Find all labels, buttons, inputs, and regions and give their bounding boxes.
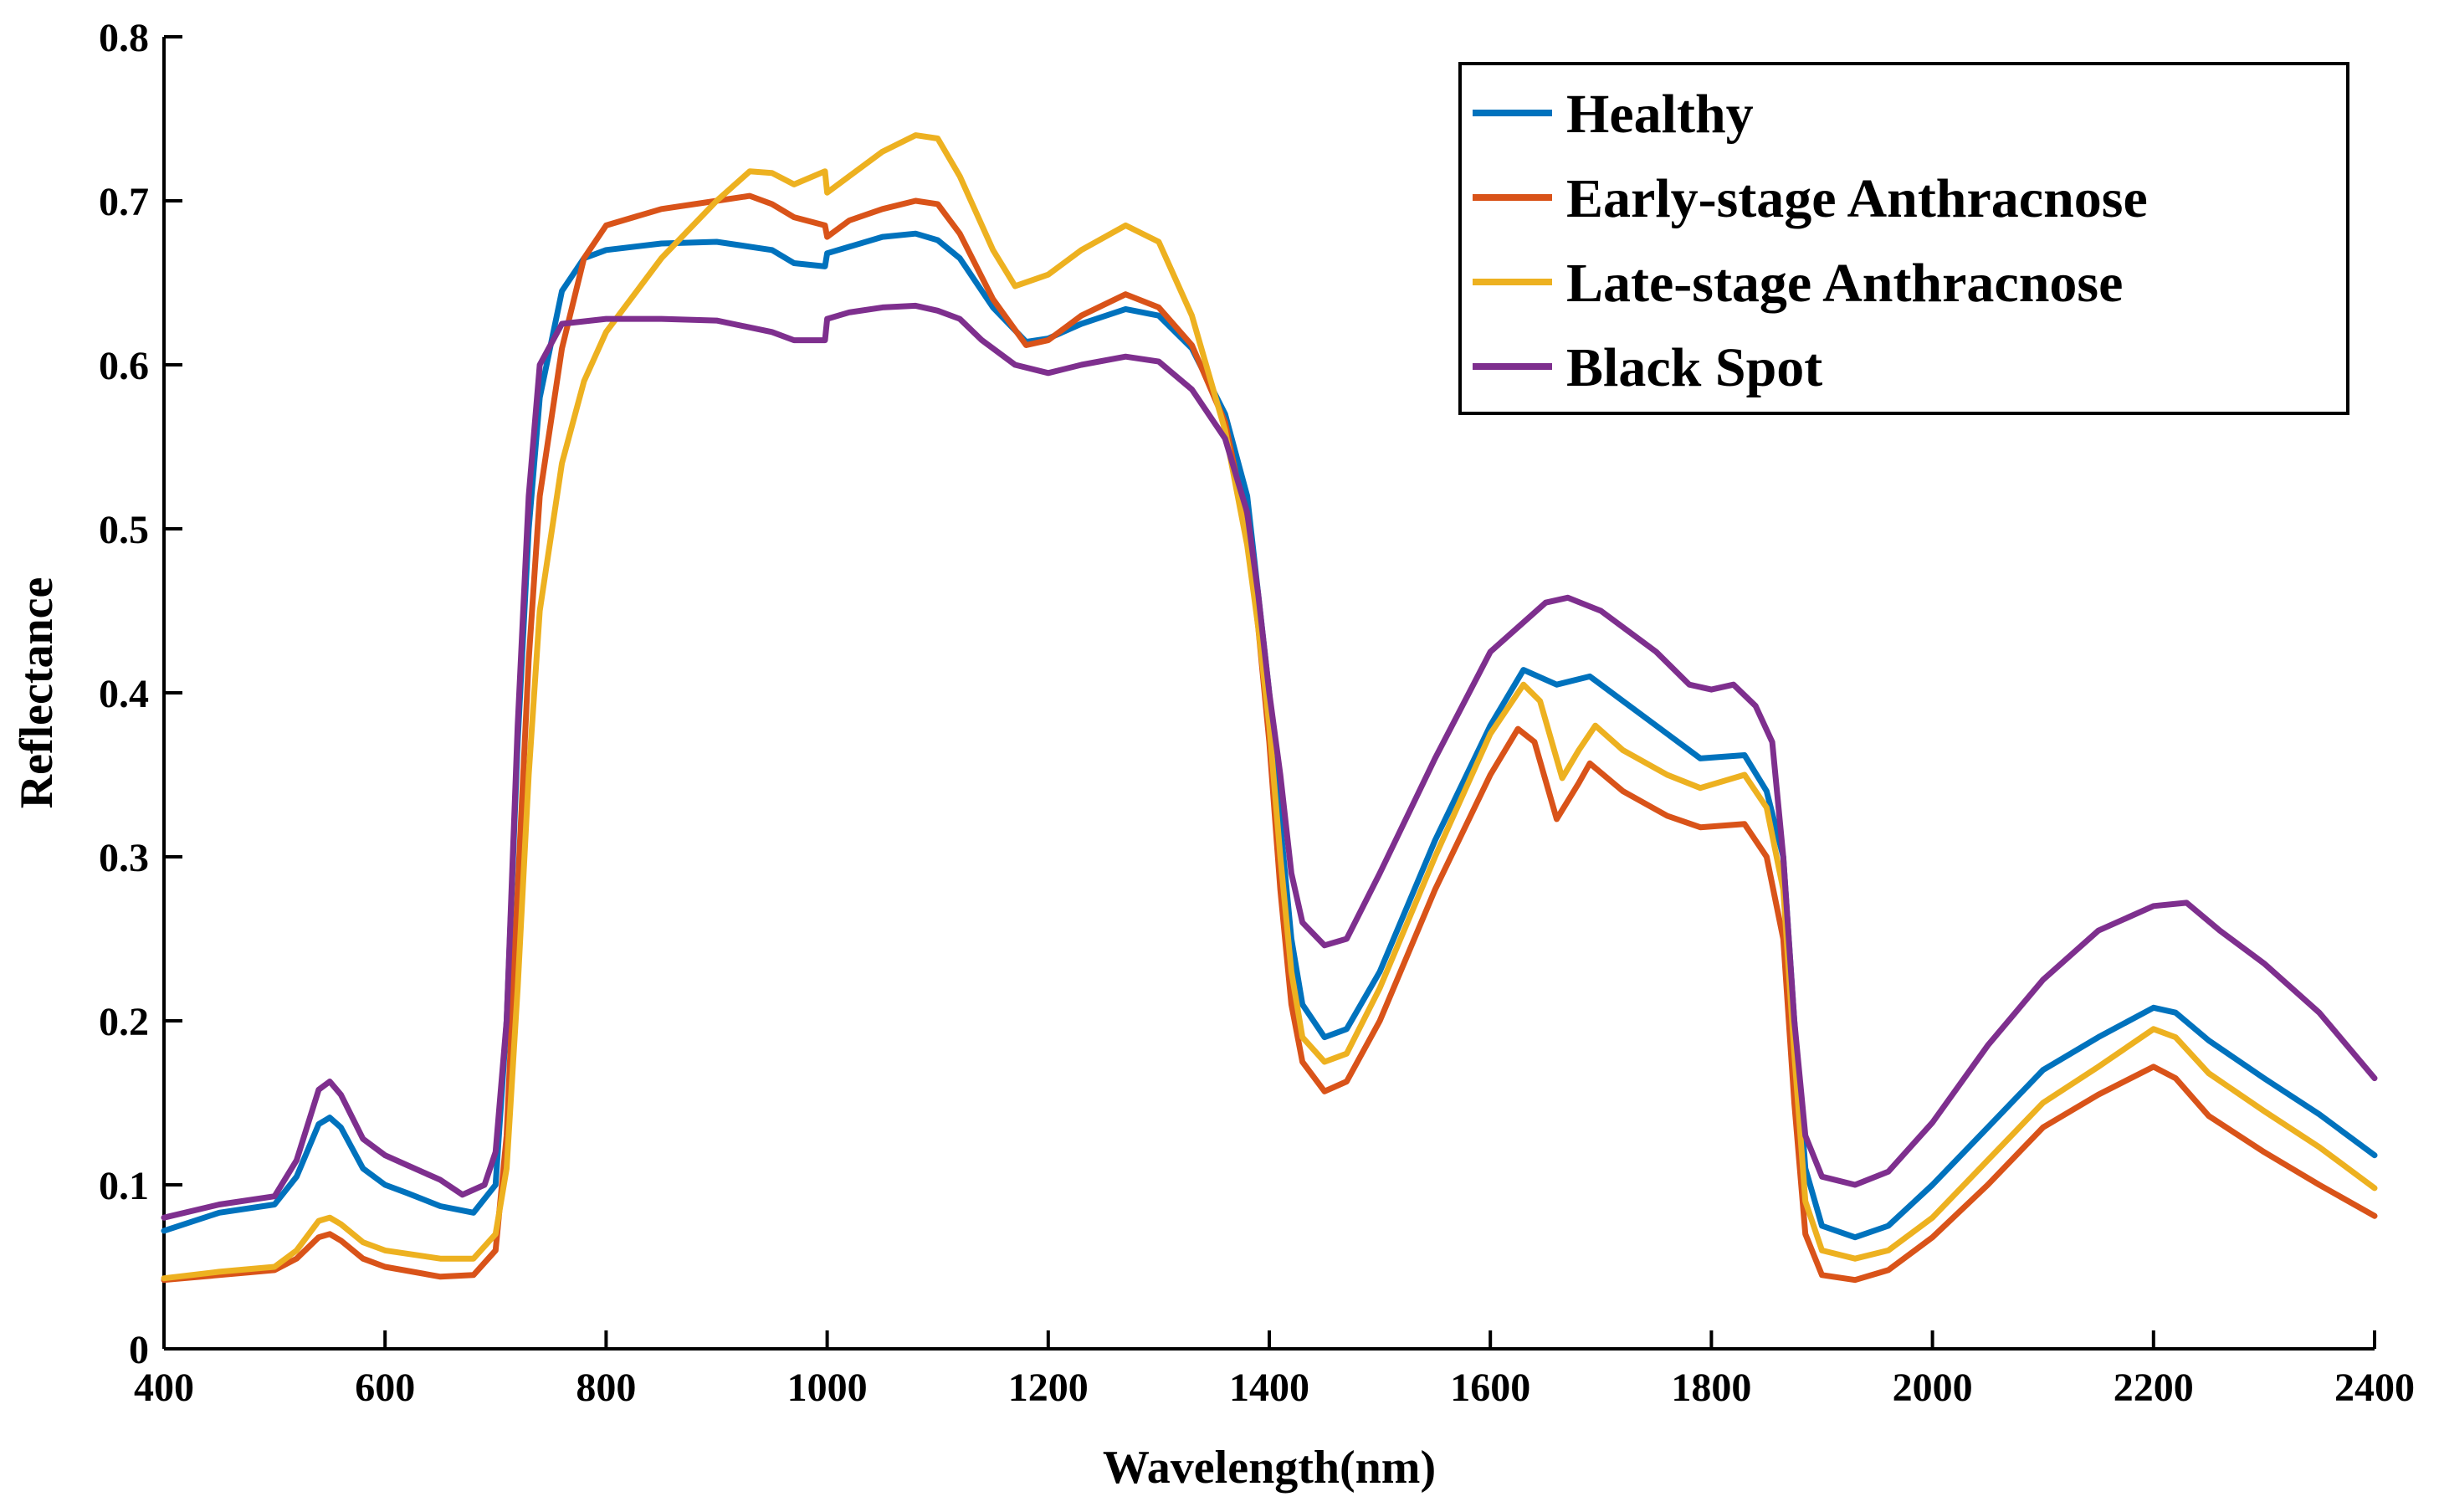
y-tick-label: 0.6 [99,344,149,388]
x-tick-label: 600 [355,1366,415,1410]
y-tick-label: 0.8 [99,16,149,60]
plot-area: 400 600 800 1000 1200 1400 1600 1800 2000 2200 240… [99,16,2415,1410]
x-tick-label: 1800 [1671,1366,1751,1410]
legend-label: Early-stage Anthracnose [1566,168,2148,229]
series-line-3 [161,132,2378,1282]
x-axis-ticks: 400 600 800 1000 1200 1400 1600 1800 2000 2200 240… [134,1330,2415,1410]
x-axis-title: Wavelength(nm) [1103,1442,1436,1494]
x-tick-label: 1600 [1450,1366,1530,1410]
y-tick-label: 0.3 [99,836,149,880]
y-tick-label: 0.4 [99,672,149,716]
x-tick-label: 1200 [1008,1366,1089,1410]
x-tick-label: 2400 [2334,1366,2415,1410]
legend-label: Healthy [1566,84,1754,145]
legend-label: Black Spot [1566,337,1822,398]
x-tick-label: 2200 [2114,1366,2194,1410]
x-tick-label: 1000 [787,1366,868,1410]
x-tick-label: 800 [576,1366,636,1410]
y-tick-label: 0 [129,1328,149,1372]
legend-label: Late-stage Anthracnose [1566,253,2123,314]
legend-items: Healthy Early-stage Anthracnose Late-stage… [1473,84,2148,398]
y-tick-label: 0.7 [99,180,149,224]
y-tick-label: 0.1 [99,1164,149,1208]
series-line-2 [161,192,2378,1284]
x-tick-label: 1400 [1229,1366,1309,1410]
y-tick-label: 0.5 [99,508,149,552]
series-line-1 [161,230,2378,1241]
legend-box [1458,62,2349,415]
series-layer [161,132,2378,1284]
series-line-4 [161,302,2378,1221]
y-tick-label: 0.2 [99,1000,149,1044]
y-axis-title: Reflectance [11,577,63,809]
legend: Healthy Early-stage Anthracnose Late-stage… [1458,62,2349,415]
x-tick-label: 400 [134,1366,194,1410]
y-axis-ticks: 0 0.1 0.2 0.3 0.4 0.5 0.6 0.7 0.8 [99,16,182,1372]
x-tick-label: 2000 [1893,1366,1973,1410]
